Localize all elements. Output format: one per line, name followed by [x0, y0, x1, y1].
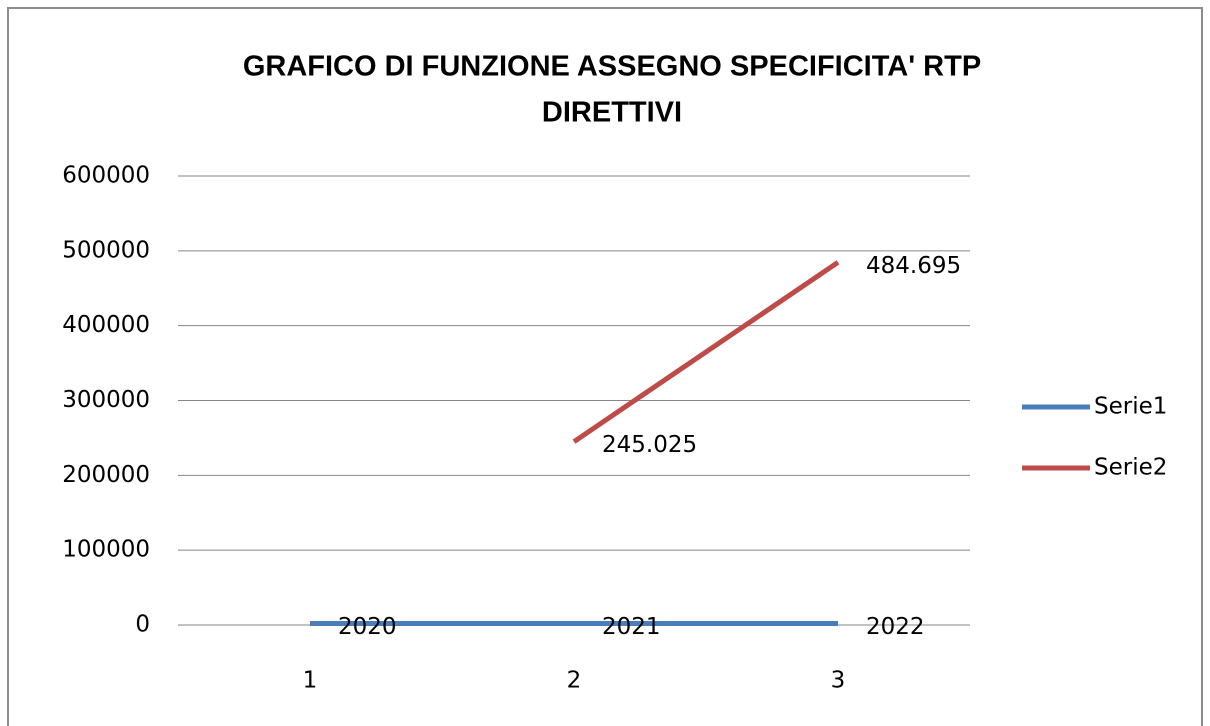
x-tick-label: 1 — [303, 668, 318, 694]
data-label: 2022 — [866, 614, 925, 640]
data-label: 2020 — [338, 614, 397, 640]
chart-title: GRAFICO DI FUNZIONE ASSEGNO SPECIFICITA'… — [243, 51, 981, 83]
x-tick-label: 2 — [567, 668, 582, 694]
y-tick-label: 400000 — [62, 312, 150, 338]
data-label: 245.025 — [602, 432, 697, 458]
chart-frame — [7, 7, 1203, 726]
y-tick-label: 100000 — [62, 537, 150, 563]
legend-label: Serie2 — [1094, 455, 1167, 481]
y-tick-label: 200000 — [62, 462, 150, 488]
data-label: 2021 — [602, 614, 661, 640]
data-line — [572, 260, 840, 444]
y-tick-label: 0 — [135, 612, 150, 638]
y-tick-label: 300000 — [62, 387, 150, 413]
legend-label: Serie1 — [1094, 394, 1167, 420]
x-tick-label: 3 — [831, 668, 846, 694]
data-label: 484.695 — [866, 253, 961, 279]
y-tick-label: 600000 — [62, 163, 150, 189]
y-tick-label: 500000 — [62, 237, 150, 263]
chart-title: DIRETTIVI — [542, 97, 682, 129]
